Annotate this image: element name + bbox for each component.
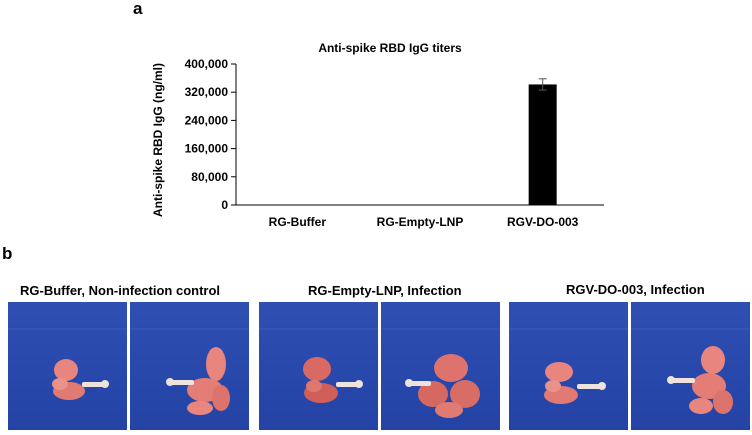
lung-photo-empty-lnp-ventral (381, 302, 500, 430)
y-tick-label: 400,000 (185, 57, 229, 71)
lung-photo-rgv-do-003-ventral (631, 302, 750, 430)
lung-photo-rgv-do-003-dorsal (509, 302, 628, 430)
lung-photo-empty-lnp-dorsal (259, 302, 378, 430)
photo-group-title-empty-lnp: RG-Empty-LNP, Infection (308, 283, 462, 298)
lung-photo-buffer-ventral (130, 302, 249, 430)
y-tick-label: 160,000 (185, 142, 229, 156)
lung-photo-buffer-dorsal (8, 302, 127, 430)
x-category-label: RG-Buffer (269, 215, 327, 229)
y-axis-label: Anti-spike RBD IgG (ng/ml) (151, 63, 165, 217)
bar-chart: Anti-spike RBD IgG titers Anti-spike RBD… (151, 41, 604, 229)
y-tick-label: 80,000 (191, 170, 228, 184)
x-category-label: RGV-DO-003 (507, 215, 579, 229)
y-tick-label: 240,000 (185, 113, 229, 127)
x-category-label: RG-Empty-LNP (377, 215, 464, 229)
photo-group-title-buffer: RG-Buffer, Non-infection control (20, 283, 221, 298)
chart-title: Anti-spike RBD IgG titers (318, 41, 462, 55)
y-tick-label: 320,000 (185, 85, 229, 99)
photo-group-title-rgv-do-003: RGV-DO-003, Infection (566, 282, 705, 297)
y-tick-label: 0 (221, 198, 228, 212)
panel-a-label: a (133, 0, 143, 18)
bar-rgv-do-003 (528, 84, 557, 205)
panel-b-label: b (2, 244, 13, 263)
